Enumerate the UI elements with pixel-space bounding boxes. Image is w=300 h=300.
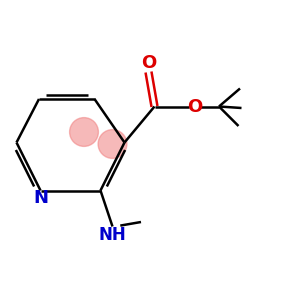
Text: NH: NH — [99, 226, 126, 244]
Circle shape — [70, 118, 98, 146]
Text: O: O — [141, 54, 156, 72]
Text: O: O — [187, 98, 202, 116]
Text: N: N — [33, 189, 48, 207]
Circle shape — [98, 130, 127, 158]
